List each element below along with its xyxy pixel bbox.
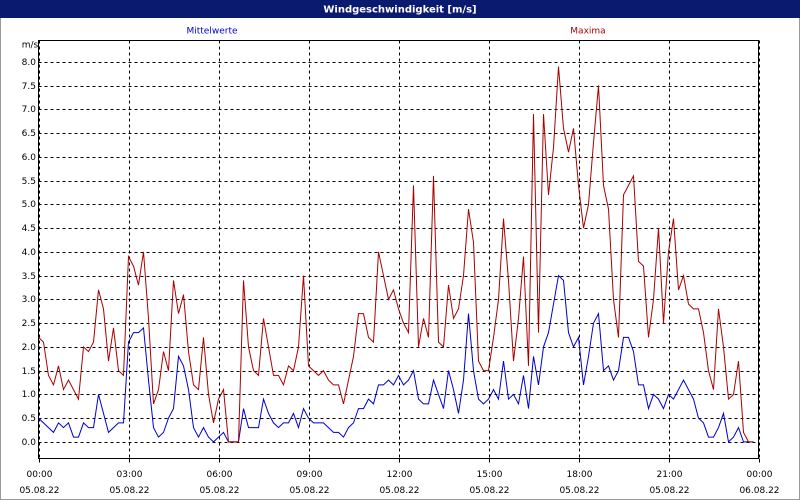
y-tick-label: 7.5 — [22, 82, 36, 92]
series-line — [38, 66, 754, 443]
y-tick-label: 8.0 — [22, 58, 37, 68]
y-tick-label: 2.5 — [22, 319, 36, 329]
y-tick-label: 0.5 — [22, 414, 36, 424]
y-tick-label: 6.0 — [22, 153, 37, 163]
x-tick-label: 21:00 — [657, 470, 683, 480]
y-tick-label: 0.0 — [22, 438, 37, 448]
legend-label: Maxima — [570, 27, 605, 37]
x-tick-date: 05.08.22 — [379, 486, 419, 496]
title-bar — [0, 0, 800, 18]
x-tick-label: 12:00 — [387, 470, 413, 480]
y-tick-label: 6.5 — [22, 129, 36, 139]
y-tick-label: 2.0 — [22, 343, 37, 353]
x-tick-date: 05.08.22 — [559, 486, 599, 496]
x-tick-date: 05.08.22 — [289, 486, 329, 496]
x-tick-date: 06.08.22 — [739, 486, 779, 496]
x-tick-date: 05.08.22 — [109, 486, 149, 496]
y-tick-label: 1.5 — [22, 367, 36, 377]
x-tick-date: 05.08.22 — [469, 486, 509, 496]
y-tick-label: 3.5 — [22, 272, 36, 282]
plot-area — [38, 40, 759, 459]
chart-title: Windgeschwindigkeit [m/s] — [323, 5, 476, 16]
x-tick-label: 03:00 — [117, 470, 143, 480]
legend-label: Mittelwerte — [186, 27, 237, 37]
x-tick-label: 18:00 — [567, 470, 593, 480]
y-tick-label: 7.0 — [22, 105, 37, 115]
x-tick-label: 06:00 — [207, 470, 233, 480]
y-tick-label: 4.5 — [22, 224, 36, 234]
series-line — [38, 274, 754, 443]
x-tick-label: 15:00 — [477, 470, 503, 480]
y-tick-label: 4.0 — [22, 248, 37, 258]
y-tick-label: 5.0 — [22, 200, 37, 210]
x-tick-date: 05.08.22 — [649, 486, 689, 496]
y-unit: m/s — [22, 41, 39, 51]
x-tick-label: 09:00 — [297, 470, 323, 480]
x-tick-label: 00:00 — [27, 470, 53, 480]
x-tick-label: 00:00 — [747, 470, 773, 480]
x-tick-date: 05.08.22 — [19, 486, 59, 496]
y-tick-label: 3.0 — [22, 295, 37, 305]
y-tick-label: 5.5 — [22, 177, 36, 187]
x-tick-date: 05.08.22 — [199, 486, 239, 496]
y-tick-label: 1.0 — [22, 390, 37, 400]
